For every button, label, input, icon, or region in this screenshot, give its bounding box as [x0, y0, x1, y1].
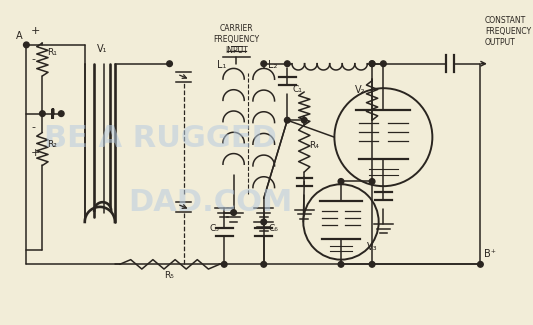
Text: V₂: V₂ — [355, 85, 366, 95]
Circle shape — [221, 262, 227, 267]
Text: -: - — [31, 54, 35, 64]
Circle shape — [369, 179, 375, 184]
Text: C₆: C₆ — [269, 224, 278, 233]
Circle shape — [381, 61, 386, 67]
Circle shape — [261, 262, 266, 267]
Circle shape — [338, 262, 344, 267]
Text: C₅: C₅ — [209, 224, 219, 233]
Circle shape — [369, 61, 375, 67]
Circle shape — [369, 61, 375, 67]
Circle shape — [285, 117, 290, 123]
Text: R₁: R₁ — [47, 48, 57, 57]
Circle shape — [338, 179, 344, 184]
Text: R₄: R₄ — [309, 141, 319, 150]
Text: DAD.COM: DAD.COM — [128, 188, 293, 217]
Circle shape — [369, 262, 375, 267]
Text: R₅: R₅ — [165, 270, 174, 280]
Circle shape — [285, 61, 290, 67]
Text: BE A RUGGED: BE A RUGGED — [44, 124, 277, 153]
Text: CARRIER
FREQUENCY
INPUT: CARRIER FREQUENCY INPUT — [213, 24, 260, 55]
Text: A: A — [15, 31, 22, 41]
Circle shape — [261, 61, 266, 67]
Circle shape — [478, 262, 483, 267]
Circle shape — [39, 111, 45, 116]
Circle shape — [231, 210, 237, 215]
Circle shape — [302, 117, 307, 123]
Text: -: - — [31, 122, 35, 132]
Text: +: + — [31, 26, 41, 35]
Text: L₂: L₂ — [269, 60, 278, 71]
Text: L₁: L₁ — [216, 60, 226, 71]
Circle shape — [59, 111, 64, 116]
Text: CONSTANT
FREQUENCY
OUTPUT: CONSTANT FREQUENCY OUTPUT — [485, 16, 531, 47]
Circle shape — [23, 42, 29, 48]
Text: C₁: C₁ — [292, 85, 302, 94]
Text: V₃: V₃ — [367, 242, 378, 252]
Text: R₂: R₂ — [47, 140, 57, 149]
Circle shape — [261, 219, 266, 225]
Text: +: + — [31, 148, 41, 158]
Text: V₁: V₁ — [97, 45, 108, 54]
Text: B⁺: B⁺ — [484, 249, 496, 259]
Circle shape — [167, 61, 172, 67]
